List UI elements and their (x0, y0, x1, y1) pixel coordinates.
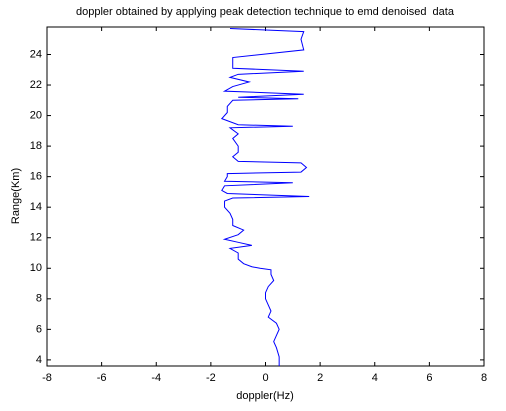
x-tick-label: 4 (372, 372, 378, 384)
y-tick-label: 22 (30, 79, 42, 91)
y-tick-label: 10 (30, 262, 42, 274)
data-line (220, 28, 310, 366)
x-tick-label: 6 (426, 372, 432, 384)
y-tick-label: 8 (36, 293, 42, 305)
y-tick-label: 6 (36, 323, 42, 335)
x-tick-label: 2 (317, 372, 323, 384)
x-tick-label: -8 (42, 372, 52, 384)
x-tick-label: -6 (97, 372, 107, 384)
y-axis-label: Range(Km) (10, 168, 22, 224)
x-tick-label: 0 (262, 372, 268, 384)
x-tick-label: -4 (151, 372, 161, 384)
y-tick-label: 24 (30, 48, 42, 60)
x-tick-label: -2 (206, 372, 216, 384)
y-tick-label: 20 (30, 109, 42, 121)
x-axis-label: doppler(Hz) (236, 390, 293, 402)
x-tick-label: 8 (481, 372, 487, 384)
y-tick-label: 14 (30, 201, 42, 213)
chart-title: doppler obtained by applying peak detect… (76, 6, 455, 18)
y-tick-label: 4 (36, 354, 42, 366)
y-tick-label: 16 (30, 171, 42, 183)
y-tick-label: 18 (30, 140, 42, 152)
y-tick-label: 12 (30, 232, 42, 244)
plot-frame (46, 26, 485, 367)
